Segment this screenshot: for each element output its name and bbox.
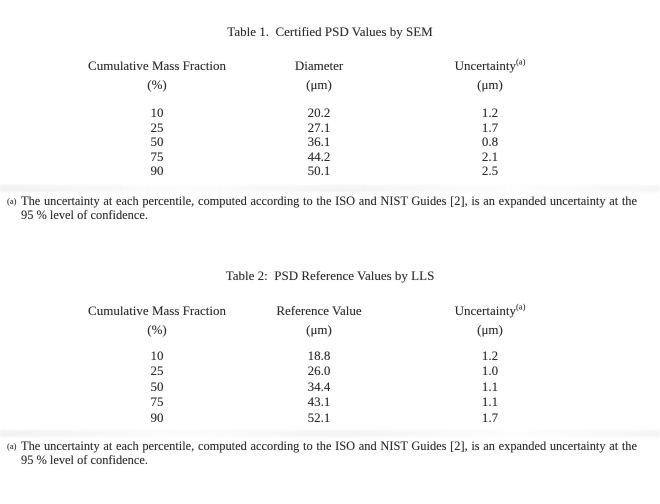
- table-row: 90 52.1 1.7: [55, 410, 601, 425]
- table-cell: 75: [150, 394, 164, 410]
- table-row: 10 18.8 1.2: [55, 348, 601, 363]
- column-label: Uncertainty: [454, 58, 516, 73]
- table-cell: 50: [150, 378, 164, 394]
- table-2-header-reference-value: Reference Value (μm): [259, 301, 379, 339]
- table-cell: 1.2: [481, 348, 499, 363]
- column-label: Cumulative Mass Fraction: [88, 58, 226, 73]
- table-cell: 2.1: [481, 148, 499, 164]
- table-cell: 75: [150, 148, 164, 164]
- table-cell: 43.1: [307, 394, 331, 410]
- table-cell: 27.1: [307, 119, 331, 135]
- column-label: Cumulative Mass Fraction: [88, 303, 226, 318]
- table-cell: 20.2: [307, 105, 331, 120]
- column-unit: (%): [147, 322, 167, 337]
- table-cell: 50: [150, 134, 164, 150]
- table-cell: 1.7: [481, 409, 499, 425]
- table-1-header-diameter: Diameter (μm): [259, 56, 379, 94]
- table-1-footnote: (a) The uncertainty at each percentile, …: [4, 194, 637, 223]
- column-unit: (μm): [306, 322, 332, 337]
- column-unit: (%): [147, 77, 167, 92]
- table-cell: 90: [150, 163, 164, 179]
- table-row: 75 43.1 1.1: [55, 394, 601, 409]
- table-cell: 18.8: [307, 348, 331, 363]
- table-1-header: Cumulative Mass Fraction (%) Diameter (μ…: [55, 56, 601, 94]
- table-cell: 1.2: [481, 105, 499, 120]
- footnote-marker: (a): [7, 441, 17, 451]
- column-unit: (μm): [477, 322, 503, 337]
- footnote-text: The uncertainty at each percentile, comp…: [21, 439, 637, 468]
- column-unit: (μm): [306, 77, 332, 92]
- scan-artifact-band: [0, 430, 660, 437]
- table-row: 75 44.2 2.1: [55, 148, 601, 165]
- table-row: 90 50.1 2.5: [55, 164, 601, 179]
- table-cell: 1.0: [481, 363, 499, 379]
- table-2-header-cumulative-mass-fraction: Cumulative Mass Fraction (%): [55, 301, 259, 339]
- table-2-header-uncertainty: Uncertainty(a) (μm): [379, 301, 601, 339]
- footnote-reference: (a): [515, 301, 526, 312]
- table-cell: 90: [150, 409, 164, 425]
- table-cell: 1.1: [481, 378, 499, 394]
- table-2-title: Table 2: PSD Reference Values by LLS: [225, 268, 435, 283]
- table-cell: 44.2: [307, 148, 331, 164]
- footnote-reference: (a): [515, 56, 526, 67]
- table-2-header: Cumulative Mass Fraction (%) Reference V…: [55, 301, 601, 339]
- table-2-footnote: (a) The uncertainty at each percentile, …: [4, 439, 637, 468]
- column-label: Reference Value: [276, 303, 362, 318]
- column-label: Diameter: [294, 58, 344, 73]
- table-row: 50 34.4 1.1: [55, 379, 601, 394]
- table-cell: 52.1: [307, 409, 331, 425]
- table-cell: 36.1: [307, 134, 331, 150]
- table-cell: 26.0: [307, 363, 331, 379]
- table-row: 25 26.0 1.0: [55, 363, 601, 378]
- table-1-body: 10 20.2 1.2 25 27.1 1.7 50 36.1 0.8 75 4…: [55, 105, 601, 179]
- column-unit: (μm): [477, 77, 503, 92]
- footnote-marker: (a): [7, 196, 17, 206]
- table-cell: 50.1: [307, 163, 331, 179]
- table-cell: 1.1: [481, 394, 499, 410]
- table-row: 50 36.1 0.8: [55, 135, 601, 150]
- table-1-header-uncertainty: Uncertainty(a) (μm): [379, 56, 601, 94]
- table-1-header-cumulative-mass-fraction: Cumulative Mass Fraction (%): [55, 56, 259, 94]
- column-label: Uncertainty: [454, 303, 516, 318]
- table-cell: 10: [150, 348, 164, 363]
- footnote-text: The uncertainty at each percentile, comp…: [21, 194, 637, 223]
- table-2-body: 10 18.8 1.2 25 26.0 1.0 50 34.4 1.1 75 4…: [55, 348, 601, 425]
- table-1-title: Table 1. Certified PSD Values by SEM: [227, 24, 433, 39]
- table-cell: 2.5: [481, 163, 499, 179]
- table-cell: 34.4: [307, 378, 331, 394]
- table-cell: 1.7: [481, 119, 499, 135]
- table-cell: 25: [150, 119, 164, 135]
- table-cell: 25: [150, 363, 164, 379]
- table-cell: 0.8: [481, 134, 499, 150]
- table-row: 10 20.2 1.2: [55, 105, 601, 121]
- scan-artifact-band: [0, 185, 660, 192]
- table-cell: 10: [150, 105, 164, 120]
- table-row: 25 27.1 1.7: [55, 119, 601, 136]
